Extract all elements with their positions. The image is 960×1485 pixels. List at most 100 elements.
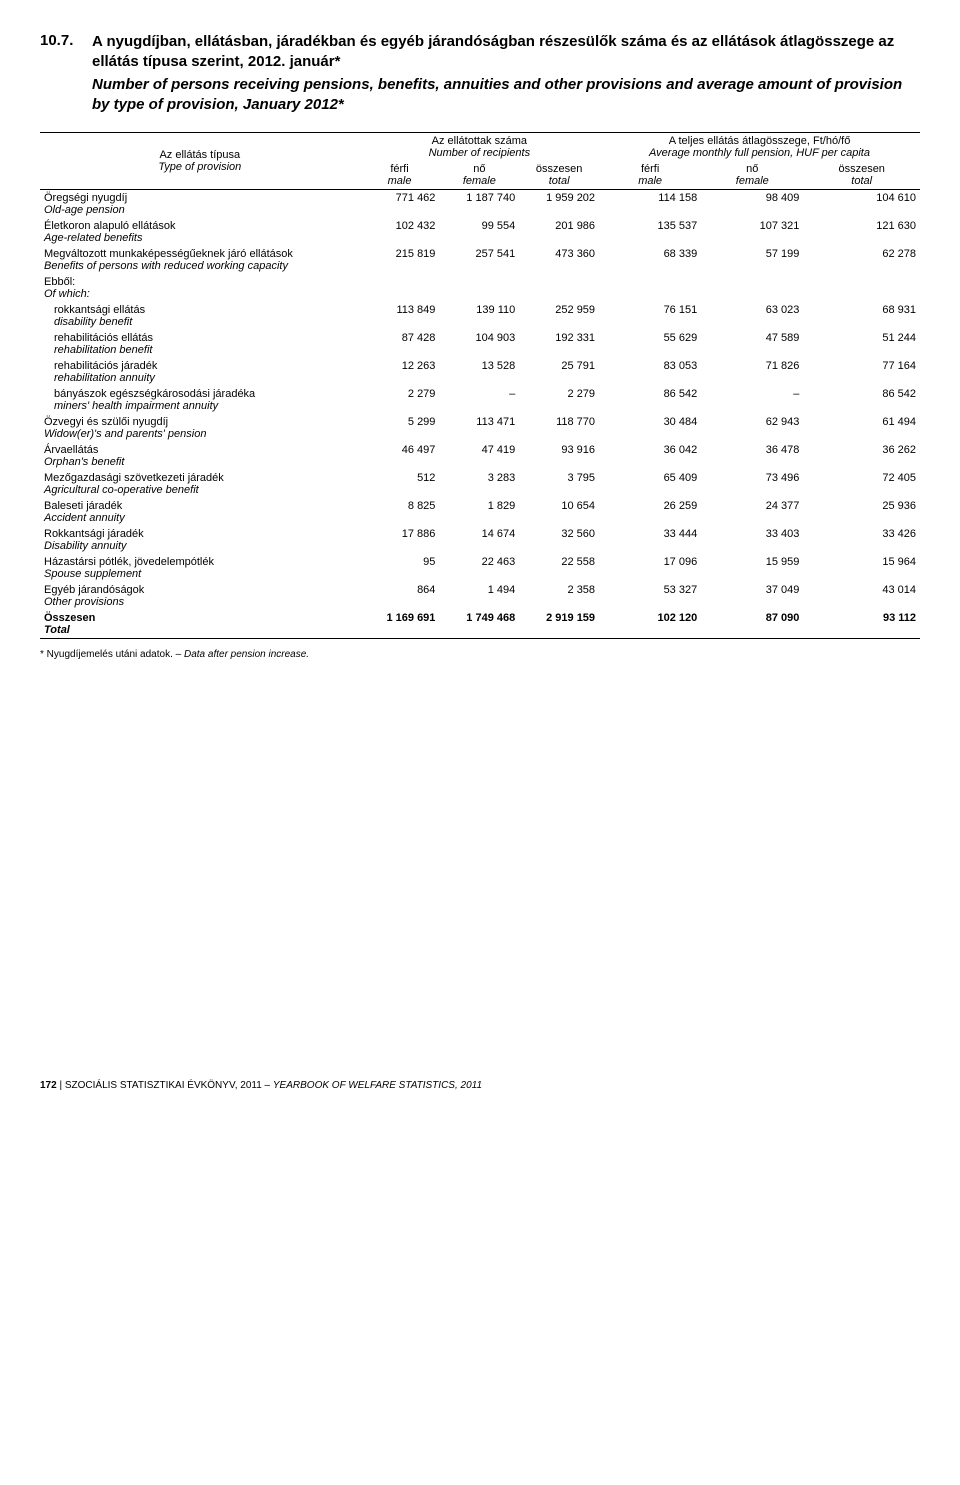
total-cell: 87 090: [701, 610, 803, 639]
footer-sep: |: [57, 1080, 65, 1091]
footnote-en: Data after pension increase.: [184, 649, 309, 660]
row-label-hu: Öregségi nyugdíj: [44, 192, 127, 204]
cell-value: 61 494: [803, 414, 920, 442]
row-label-en: Old-age pension: [44, 204, 125, 216]
cell-value: 114 158: [599, 190, 701, 219]
cell-value: 46 497: [360, 442, 440, 470]
cell-value: 36 262: [803, 442, 920, 470]
cell-value: 2 358: [519, 582, 599, 610]
cell-value: 86 542: [803, 386, 920, 414]
header-group-recipients: Az ellátottak száma Number of recipients: [360, 133, 599, 162]
data-table: Az ellátás típusa Type of provision Az e…: [40, 132, 920, 639]
total-cell: 102 120: [599, 610, 701, 639]
table-row: rehabilitációs járadékrehabilitation ann…: [40, 358, 920, 386]
cell-value: 47 419: [439, 442, 519, 470]
row-label-en: miners' health impairment annuity: [54, 400, 218, 412]
footer-hu: SZOCIÁLIS STATISZTIKAI ÉVKÖNYV, 2011 –: [65, 1080, 273, 1091]
row-label-hu: Ebből:: [44, 276, 75, 288]
header-rowlabel: Az ellátás típusa Type of provision: [40, 133, 360, 190]
row-label: Egyéb járandóságokOther provisions: [40, 582, 360, 610]
row-label: Ebből:Of which:: [40, 274, 360, 302]
cell-value: 62 943: [701, 414, 803, 442]
row-label-en: Of which:: [44, 288, 90, 300]
title-row: 10.7. A nyugdíjban, ellátásban, járadékb…: [40, 32, 920, 71]
row-label-hu: Mezőgazdasági szövetkezeti járadék: [44, 472, 224, 484]
table-body: Öregségi nyugdíjOld-age pension771 4621 …: [40, 190, 920, 639]
cell-value: [599, 274, 701, 302]
group2-en: Average monthly full pension, HUF per ca…: [649, 147, 870, 159]
table-row: Baleseti járadékAccident annuity8 8251 8…: [40, 498, 920, 526]
row-label-hu: rehabilitációs járadék: [54, 360, 157, 372]
cell-value: 192 331: [519, 330, 599, 358]
row-label-en: rehabilitation benefit: [54, 344, 152, 356]
cell-value: 215 819: [360, 246, 440, 274]
cell-value: 36 042: [599, 442, 701, 470]
cell-value: 36 478: [701, 442, 803, 470]
cell-value: 17 886: [360, 526, 440, 554]
cell-value: 68 931: [803, 302, 920, 330]
cell-value: 864: [360, 582, 440, 610]
cell-value: 71 826: [701, 358, 803, 386]
cell-value: 72 405: [803, 470, 920, 498]
row-label-hu: Házastársi pótlék, jövedelempótlék: [44, 556, 214, 568]
cell-value: 57 199: [701, 246, 803, 274]
row-label: rehabilitációs ellátásrehabilitation ben…: [40, 330, 360, 358]
col-female-1: nőfemale: [439, 161, 519, 190]
col-male-2: férfimale: [599, 161, 701, 190]
row-label-hu: Megváltozott munkaképességűeknek járó el…: [44, 248, 293, 260]
cell-value: 51 244: [803, 330, 920, 358]
cell-value: [701, 274, 803, 302]
total-cell: 2 919 159: [519, 610, 599, 639]
page-footer: 172 | SZOCIÁLIS STATISZTIKAI ÉVKÖNYV, 20…: [40, 1080, 920, 1091]
title-hu: A nyugdíjban, ellátásban, járadékban és …: [92, 32, 920, 71]
cell-value: 771 462: [360, 190, 440, 219]
cell-value: 26 259: [599, 498, 701, 526]
subtitle-row: Number of persons receiving pensions, be…: [40, 75, 920, 114]
cell-value: [803, 274, 920, 302]
table-row: bányászok egészségkárosodási járadékamin…: [40, 386, 920, 414]
col-male-1: férfimale: [360, 161, 440, 190]
cell-value: [519, 274, 599, 302]
table-row: Ebből:Of which:: [40, 274, 920, 302]
col-female-2: nőfemale: [701, 161, 803, 190]
cell-value: –: [439, 386, 519, 414]
table-row: rehabilitációs ellátásrehabilitation ben…: [40, 330, 920, 358]
cell-value: 14 674: [439, 526, 519, 554]
cell-value: 25 791: [519, 358, 599, 386]
row-label-en: Age-related benefits: [44, 232, 142, 244]
row-label-en: disability benefit: [54, 316, 132, 328]
cell-value: 22 558: [519, 554, 599, 582]
cell-value: 83 053: [599, 358, 701, 386]
cell-value: 43 014: [803, 582, 920, 610]
table-row: Özvegyi és szülői nyugdíjWidow(er)'s and…: [40, 414, 920, 442]
cell-value: 98 409: [701, 190, 803, 219]
row-label: Megváltozott munkaképességűeknek járó el…: [40, 246, 360, 274]
cell-value: 1 959 202: [519, 190, 599, 219]
subtitle-spacer: [40, 75, 92, 114]
cell-value: 512: [360, 470, 440, 498]
row-label-en: Other provisions: [44, 596, 124, 608]
row-label: Életkoron alapuló ellátásokAge-related b…: [40, 218, 360, 246]
cell-value: 1 187 740: [439, 190, 519, 219]
cell-value: 86 542: [599, 386, 701, 414]
cell-value: 87 428: [360, 330, 440, 358]
cell-value: 30 484: [599, 414, 701, 442]
rowlabel-en: Type of provision: [158, 161, 241, 173]
cell-value: 10 654: [519, 498, 599, 526]
footer-page: 172: [40, 1080, 57, 1091]
cell-value: 201 986: [519, 218, 599, 246]
row-label-hu: Árvaellátás: [44, 444, 98, 456]
cell-value: 107 321: [701, 218, 803, 246]
group1-hu: Az ellátottak száma: [432, 135, 527, 147]
row-label-hu: bányászok egészségkárosodási járadéka: [54, 388, 255, 400]
cell-value: 104 610: [803, 190, 920, 219]
row-label-en: Accident annuity: [44, 512, 125, 524]
cell-value: –: [701, 386, 803, 414]
row-label-en: Benefits of persons with reduced working…: [44, 260, 288, 272]
cell-value: 1 494: [439, 582, 519, 610]
cell-value: 13 528: [439, 358, 519, 386]
cell-value: 63 023: [701, 302, 803, 330]
row-label-hu: Baleseti járadék: [44, 500, 122, 512]
cell-value: 5 299: [360, 414, 440, 442]
row-label: Mezőgazdasági szövetkezeti járadékAgricu…: [40, 470, 360, 498]
